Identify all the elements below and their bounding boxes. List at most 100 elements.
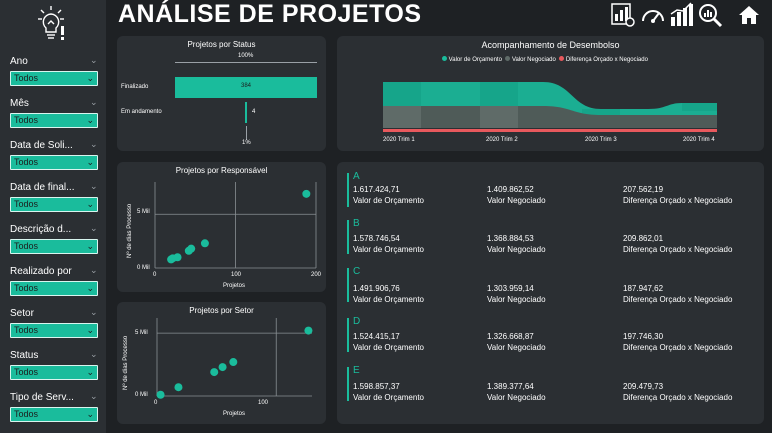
data-point[interactable] [210, 368, 219, 377]
kpi-value-negociado: 1.303.959,14 [487, 284, 534, 293]
kpi-label-diferenca: Diferença Orçado x Negociado [623, 196, 733, 205]
dropdown-arrow-icon: ⌄ [86, 367, 94, 377]
kpi-value-negociado: 1.409.862,52 [487, 185, 534, 194]
legend-dot [559, 56, 565, 61]
filter-dropdown[interactable]: Todos ⌄ [10, 197, 98, 212]
filter-dropdown[interactable]: Todos ⌄ [10, 407, 98, 422]
filter-ano: Ano ⌄ Todos ⌄ [10, 55, 98, 86]
report-icon[interactable] [610, 2, 636, 28]
filter-data-finalizacao: Data de final... ⌄ Todos ⌄ [10, 181, 98, 212]
x-tick-label: 100 [258, 400, 269, 406]
kpi-value-orcamento: 1.617.424,71 [353, 185, 400, 194]
kpi-value-orcamento: 1.598.857,37 [353, 382, 400, 391]
chevron-down-icon[interactable]: ⌄ [90, 55, 98, 65]
kpi-letter: D [353, 316, 361, 327]
data-point[interactable] [218, 363, 227, 372]
filter-label: Realizado por [10, 266, 72, 277]
home-icon[interactable] [737, 2, 761, 28]
kpi-value-negociado: 1.389.377,64 [487, 382, 534, 391]
ribbon-segment-q2 [480, 82, 518, 106]
kpi-label-orcamento: Valor de Orçamento [353, 343, 424, 352]
chart-title: Projetos por Status [187, 40, 256, 49]
ribbon-segment-negociado-q1 [383, 106, 421, 128]
bar-value-label: 384 [240, 83, 251, 89]
filter-label: Status [10, 350, 39, 361]
x-tick-label: 2020 Trim 1 [383, 137, 415, 143]
data-point[interactable] [304, 326, 313, 335]
kpi-value-diferenca: 209.862,01 [623, 234, 664, 243]
filter-dropdown[interactable]: Todos ⌄ [10, 239, 98, 254]
funnel-bottom-label: 1% [242, 140, 251, 146]
chevron-down-icon[interactable]: ⌄ [90, 391, 98, 401]
scatter-responsavel-card: Projetos por Responsável Nº de dias Proc… [117, 162, 326, 292]
data-point[interactable] [156, 390, 165, 399]
filter-label: Setor [10, 308, 34, 319]
data-point[interactable] [229, 358, 238, 367]
kpi-value-orcamento: 1.524.415,17 [353, 332, 400, 341]
chevron-down-icon[interactable]: ⌄ [90, 307, 98, 317]
chevron-down-icon[interactable]: ⌄ [90, 139, 98, 149]
chevron-down-icon[interactable]: ⌄ [90, 223, 98, 233]
x-axis-label: Projetos [223, 283, 246, 289]
filter-dropdown[interactable]: Todos ⌄ [10, 365, 98, 380]
dropdown-arrow-icon: ⌄ [86, 199, 94, 209]
filter-dropdown[interactable]: Todos ⌄ [10, 155, 98, 170]
filter-sidebar: Ano ⌄ Todos ⌄ Mês ⌄ Todos ⌄ Data de Soli..… [0, 0, 106, 433]
dropdown-arrow-icon: ⌄ [86, 73, 94, 83]
filter-value: Todos [14, 73, 39, 83]
data-point[interactable] [173, 253, 182, 262]
bar-value-label: 4 [252, 109, 256, 115]
data-point[interactable] [302, 189, 311, 198]
chart-title: Acompanhamento de Desembolso [481, 40, 620, 50]
kpi-accent-bar [347, 173, 349, 207]
kpi-label-orcamento: Valor de Orçamento [353, 295, 424, 304]
search-analytics-icon[interactable] [697, 2, 723, 28]
data-point[interactable] [174, 383, 183, 392]
funnel-connector [246, 126, 247, 140]
filter-mes: Mês ⌄ Todos ⌄ [10, 97, 98, 128]
dropdown-arrow-icon: ⌄ [86, 241, 94, 251]
page-title: ANÁLISE DE PROJETOS [118, 0, 422, 28]
chevron-down-icon[interactable]: ⌄ [90, 265, 98, 275]
kpi-letter: C [353, 266, 361, 277]
chevron-down-icon[interactable]: ⌄ [90, 181, 98, 191]
dropdown-arrow-icon: ⌄ [86, 409, 94, 419]
filter-data-solicitacao: Data de Soli... ⌄ Todos ⌄ [10, 139, 98, 170]
gauge-icon[interactable] [640, 2, 666, 28]
kpi-label-diferenca: Diferença Orçado x Negociado [623, 393, 733, 402]
funnel-axis-line [175, 62, 317, 63]
scatter-responsavel-plot [154, 182, 317, 269]
filter-label: Descrição d... [10, 224, 72, 235]
data-point[interactable] [200, 239, 209, 248]
kpi-label-orcamento: Valor de Orçamento [353, 393, 424, 402]
ribbon-segment-q4 [682, 103, 717, 111]
data-point[interactable] [187, 244, 196, 253]
dropdown-arrow-icon: ⌄ [86, 115, 94, 125]
kpi-value-diferenca: 207.562,19 [623, 185, 664, 194]
chevron-down-icon[interactable]: ⌄ [90, 97, 98, 107]
scatter-setor-card: Projetos por Setor Nº de dias Processo 5… [117, 302, 326, 424]
filter-value: Todos [14, 157, 39, 167]
dropdown-arrow-icon: ⌄ [86, 283, 94, 293]
filter-dropdown[interactable]: Todos ⌄ [10, 323, 98, 338]
filter-value: Todos [14, 283, 39, 293]
y-tick-label: 0 Mil [137, 265, 150, 271]
filter-value: Todos [14, 199, 39, 209]
chevron-down-icon[interactable]: ⌄ [90, 349, 98, 359]
filter-value: Todos [14, 241, 39, 251]
legend-label: Diferença Orçado x Negociado [565, 57, 648, 63]
kpi-label-negociado: Valor Negociado [487, 393, 546, 402]
filter-value: Todos [14, 409, 39, 419]
status-bar-finalizado[interactable]: 384 [175, 77, 317, 98]
kpi-label-negociado: Valor Negociado [487, 295, 546, 304]
filter-dropdown[interactable]: Todos ⌄ [10, 71, 98, 86]
filter-label: Ano [10, 56, 28, 67]
x-tick-label: 0 [154, 400, 158, 406]
filter-dropdown[interactable]: Todos ⌄ [10, 281, 98, 296]
kpi-label-diferenca: Diferença Orçado x Negociado [623, 343, 733, 352]
chart-title: Projetos por Setor [189, 306, 254, 315]
x-tick-label: 0 [153, 272, 157, 278]
status-bar-em-andamento[interactable] [245, 102, 247, 123]
filter-dropdown[interactable]: Todos ⌄ [10, 113, 98, 128]
bar-chart-icon[interactable] [669, 2, 695, 28]
